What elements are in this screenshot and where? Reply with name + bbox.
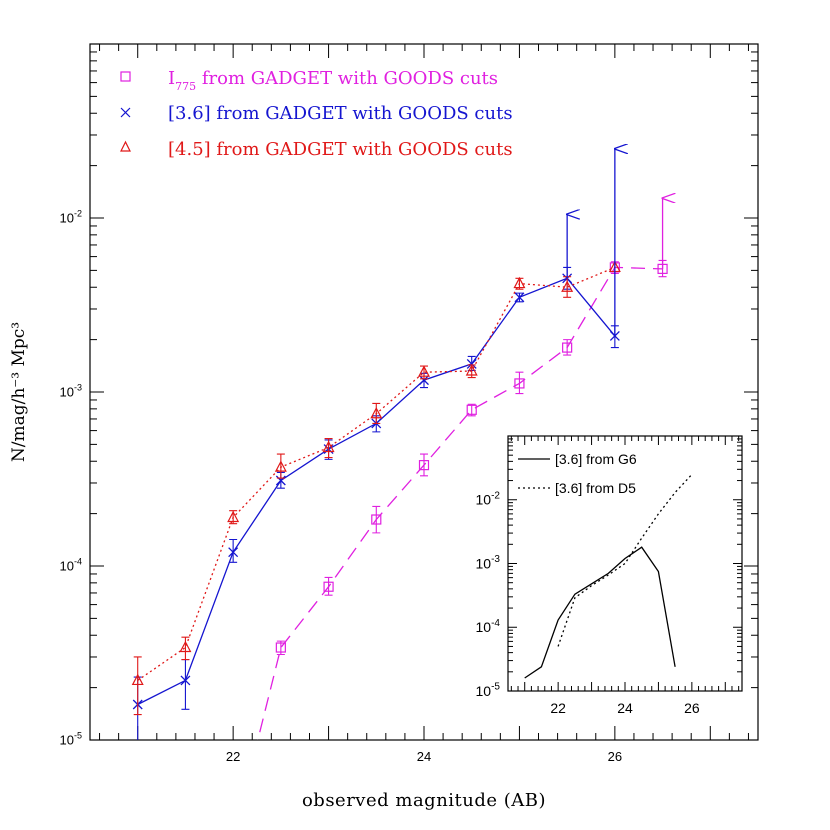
main-y-tick-label: 10-3 <box>60 383 82 400</box>
main-series <box>131 259 668 740</box>
series-4-5-from-gadget-with-goods-cuts-point <box>513 276 526 289</box>
main-y-tick-exponent: -3 <box>74 383 82 393</box>
inset-y-tick-label: 10-5 <box>476 682 501 699</box>
series-4-5-from-gadget-with-goods-cuts-point <box>418 365 430 377</box>
legend-label-i775-rest: from GADGET with GOODS cuts <box>196 68 498 89</box>
main-x-tick-label: 24 <box>417 749 431 764</box>
series-i775-error-bar <box>324 576 333 596</box>
main-y-tick-base: 10 <box>60 211 74 226</box>
series-3-6-from-gadget-with-goods-cuts-point <box>419 375 429 386</box>
inset-x-tick-label: 24 <box>617 700 633 716</box>
series-4-5-from-gadget-with-goods-cuts-error-bar <box>133 656 142 716</box>
inset-x-tick-label: 22 <box>550 700 566 716</box>
inset-legend-label-g6: [3.6] from G6 <box>555 451 637 467</box>
series-i775-point <box>418 460 430 471</box>
series-4-5-from-gadget-with-goods-cuts-point <box>131 673 144 686</box>
inset-y-tick-exponent: -2 <box>491 490 500 501</box>
series-4-5-from-gadget-with-goods-cuts-point <box>561 280 574 292</box>
inset-y-tick-base: 10 <box>476 492 492 508</box>
legend-label-3-6: [3.6] from GADGET with GOODS cuts <box>168 103 513 124</box>
series-i775-error-bar <box>372 505 381 534</box>
legend-label-i775: I775 from GADGET with GOODS cuts <box>168 68 498 93</box>
main-y-tick-exponent: -2 <box>74 209 82 219</box>
inset-y-tick-base: 10 <box>476 683 492 699</box>
inset-x-tick-label: 26 <box>684 700 700 716</box>
inset-series-3-6-from-g6-line <box>524 546 676 679</box>
legend-label-4-5: [4.5] from GADGET with GOODS cuts <box>168 139 513 160</box>
series-4-5-from-gadget-with-goods-cuts-point <box>274 460 287 472</box>
main-x-tick-label: 26 <box>608 749 622 764</box>
inset-y-tick-exponent: -5 <box>491 682 500 693</box>
inset-y-tick-label: 10-4 <box>476 618 501 635</box>
series-4-5-from-gadget-with-goods-cuts-point <box>370 406 383 419</box>
main-ticks <box>90 44 758 741</box>
main-y-tick-exponent: -5 <box>74 731 82 741</box>
series-3-6-from-gadget-with-goods-cuts-error-bar <box>181 658 190 710</box>
series-i775-point <box>371 514 382 525</box>
series-3-6-from-gadget-with-goods-cuts-error-bar <box>229 538 238 563</box>
inset-plot-frame <box>507 435 743 692</box>
inset-y-tick-exponent: -3 <box>491 554 500 565</box>
series-i775-error-bar <box>420 453 428 477</box>
main-y-tick-base: 10 <box>60 733 74 748</box>
main-y-tick-exponent: -4 <box>74 557 82 567</box>
main-lower-limit-arrows <box>567 149 662 336</box>
series-4-5-from-gadget-with-goods-cuts-error-bar <box>372 402 381 424</box>
inset-series-3-6-from-d5-line <box>557 473 693 647</box>
y-axis-label: N/mag/h⁻³ Mpc³ <box>9 322 29 462</box>
legend-entry-3-6: [3.6] from GADGET with GOODS cuts <box>120 103 513 124</box>
inset-plot-background <box>508 436 742 691</box>
legend: I775 from GADGET with GOODS cuts [3.6] f… <box>120 68 513 160</box>
series-i775-point <box>562 342 573 353</box>
legend-entry-4-5: [4.5] from GADGET with GOODS cuts <box>120 139 513 160</box>
series-i775-point <box>275 642 286 653</box>
inset-y-tick-label: 10-3 <box>476 554 501 571</box>
series-4-5-from-gadget-with-goods-cuts-error-bar <box>276 453 285 479</box>
legend-marker-triangle <box>120 140 131 152</box>
series-3-6-from-gadget-with-goods-cuts-point <box>466 358 477 369</box>
inset-legend-label-d5: [3.6] from D5 <box>555 480 636 496</box>
series-4-5-from-gadget-with-goods-cuts <box>131 260 621 716</box>
inset-y-tick-exponent: -4 <box>491 618 500 629</box>
legend-marker-x <box>120 107 131 118</box>
inset-y-tick-label: 10-2 <box>476 490 501 507</box>
series-i775-point <box>323 581 334 592</box>
series-3-6-from-gadget-with-goods-cuts-point <box>275 475 286 486</box>
series-4-5-from-gadget-with-goods-cuts-point <box>227 510 240 523</box>
inset-legend: [3.6] from G6 [3.6] from D5 <box>518 451 637 496</box>
inset-y-tick-base: 10 <box>476 619 492 635</box>
series-i775-point <box>514 378 525 389</box>
legend-marker-square <box>120 71 131 82</box>
legend-entry-i775: I775 from GADGET with GOODS cuts <box>120 68 498 93</box>
series-i775-error-bar <box>515 371 524 395</box>
series-i775-point <box>466 404 477 415</box>
legend-label-i775-main: I <box>168 68 175 89</box>
series-3-6-from-gadget-with-goods-cuts-point <box>228 547 239 558</box>
main-y-tick-label: 10-2 <box>60 209 82 226</box>
main-y-tick-base: 10 <box>60 559 74 574</box>
series-3-6-from-gadget-with-goods-cuts-point <box>609 330 620 341</box>
inset-series <box>524 473 693 679</box>
main-y-tick-label: 10-4 <box>60 557 82 574</box>
series-3-6-from-gadget-with-goods-cuts-point <box>514 292 525 303</box>
main-y-tick-base: 10 <box>60 385 74 400</box>
main-x-tick-label: 22 <box>226 749 240 764</box>
series-4-5-from-gadget-with-goods-cuts-point <box>179 640 192 653</box>
series-4-5-from-gadget-with-goods-cuts-point <box>322 440 335 453</box>
x-axis-label: observed magnitude (AB) <box>302 790 546 811</box>
inset-y-tick-base: 10 <box>476 555 492 571</box>
series-3-6-from-gadget-with-goods-cuts-point <box>180 675 191 686</box>
legend-label-i775-subscript: 775 <box>175 80 196 93</box>
main-y-tick-label: 10-5 <box>60 731 82 748</box>
series-4-5-from-gadget-with-goods-cuts-point <box>465 364 478 376</box>
